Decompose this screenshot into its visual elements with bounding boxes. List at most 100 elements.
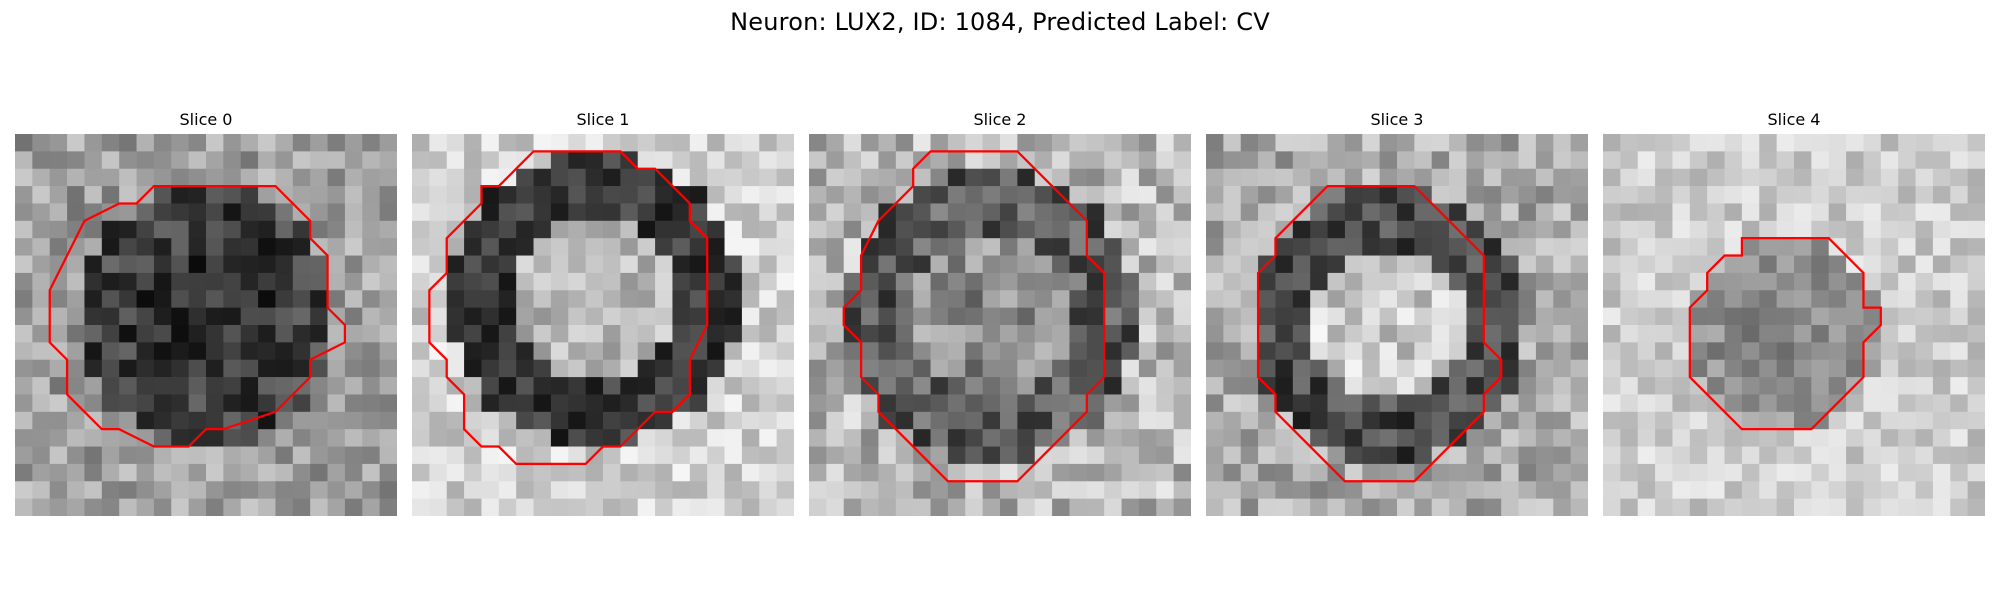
segmentation-contour bbox=[48, 184, 347, 448]
pixel bbox=[362, 377, 380, 395]
pixel bbox=[655, 377, 673, 395]
pixel bbox=[585, 203, 604, 222]
pixel bbox=[1776, 342, 1795, 361]
pixel bbox=[620, 463, 639, 482]
pixel bbox=[585, 325, 604, 343]
pixel bbox=[620, 203, 639, 222]
pixel bbox=[759, 186, 777, 204]
pixel bbox=[1880, 463, 1899, 482]
pixel bbox=[1620, 394, 1639, 413]
pixel bbox=[913, 272, 931, 291]
pixel bbox=[1759, 203, 1777, 222]
pixel bbox=[67, 151, 85, 170]
pixel bbox=[429, 220, 448, 239]
pixel bbox=[1069, 342, 1088, 361]
pixel bbox=[1828, 272, 1847, 291]
pixel bbox=[1223, 446, 1242, 465]
pixel bbox=[1121, 411, 1140, 430]
pixel bbox=[310, 377, 328, 395]
pixel bbox=[1483, 134, 1502, 152]
pixel bbox=[119, 307, 137, 326]
pixel bbox=[550, 463, 569, 482]
pixel bbox=[327, 325, 346, 343]
pixel bbox=[809, 377, 827, 395]
pixel bbox=[446, 290, 465, 308]
pixel bbox=[292, 186, 311, 204]
pixel bbox=[1811, 446, 1830, 465]
pixel bbox=[895, 307, 914, 326]
pixel bbox=[49, 290, 68, 308]
pixel bbox=[1052, 151, 1070, 170]
pixel bbox=[1362, 429, 1380, 447]
pixel bbox=[1967, 220, 1985, 239]
pixel bbox=[1138, 238, 1157, 256]
pixel bbox=[464, 394, 482, 413]
pixel bbox=[620, 168, 639, 187]
pixel bbox=[412, 307, 430, 326]
pixel bbox=[1000, 203, 1018, 222]
pixel bbox=[1156, 377, 1174, 395]
pixel bbox=[1570, 272, 1588, 291]
pixel bbox=[1741, 255, 1760, 274]
pixel bbox=[1379, 377, 1398, 395]
pixel bbox=[1104, 186, 1122, 204]
pixel bbox=[49, 307, 68, 326]
pixel bbox=[1431, 307, 1450, 326]
pixel bbox=[672, 203, 691, 222]
pixel bbox=[620, 307, 639, 326]
pixel bbox=[1362, 151, 1380, 170]
pixel bbox=[32, 429, 51, 447]
pixel bbox=[843, 377, 862, 395]
pixel bbox=[1397, 151, 1415, 170]
pixel bbox=[1156, 481, 1174, 499]
pixel bbox=[1240, 429, 1259, 447]
pixel bbox=[1292, 342, 1311, 361]
pixel bbox=[1052, 168, 1070, 187]
pixel bbox=[1310, 151, 1328, 170]
pixel bbox=[1707, 307, 1725, 326]
pixel bbox=[1327, 411, 1346, 430]
pixel bbox=[275, 151, 294, 170]
pixel bbox=[878, 272, 897, 291]
pixel bbox=[49, 220, 68, 239]
pixel bbox=[1741, 411, 1760, 430]
pixel bbox=[188, 220, 207, 239]
pixel bbox=[1655, 272, 1673, 291]
pixel bbox=[1932, 394, 1951, 413]
pixel bbox=[620, 481, 639, 499]
pixel bbox=[982, 290, 1001, 308]
pixel bbox=[1121, 481, 1140, 499]
pixel bbox=[707, 134, 725, 152]
pixel bbox=[1741, 290, 1760, 308]
pixel bbox=[1776, 307, 1795, 326]
pixel bbox=[603, 168, 621, 187]
pixel bbox=[188, 325, 207, 343]
pixel bbox=[1570, 463, 1588, 482]
pixel bbox=[533, 411, 552, 430]
pixel bbox=[1967, 186, 1985, 204]
pixel bbox=[707, 377, 725, 395]
pixel bbox=[1173, 220, 1191, 239]
pixel bbox=[550, 498, 569, 516]
pixel bbox=[1950, 359, 1968, 378]
pixel bbox=[724, 134, 743, 152]
pixel bbox=[498, 411, 517, 430]
pixel bbox=[1466, 394, 1485, 413]
pixel bbox=[1052, 342, 1070, 361]
pixel bbox=[1880, 290, 1899, 308]
pixel bbox=[1258, 151, 1276, 170]
pixel bbox=[947, 168, 966, 187]
pixel bbox=[1553, 377, 1571, 395]
pixel bbox=[776, 394, 794, 413]
pixel bbox=[67, 377, 85, 395]
pixel bbox=[1275, 307, 1294, 326]
pixel bbox=[603, 446, 621, 465]
pixel bbox=[1431, 394, 1450, 413]
pixel bbox=[240, 307, 259, 326]
pixel bbox=[1223, 220, 1242, 239]
pixel bbox=[1501, 498, 1519, 516]
pixel bbox=[1776, 272, 1795, 291]
pixel bbox=[206, 134, 224, 152]
pixel bbox=[1915, 463, 1934, 482]
pixel bbox=[1173, 481, 1191, 499]
